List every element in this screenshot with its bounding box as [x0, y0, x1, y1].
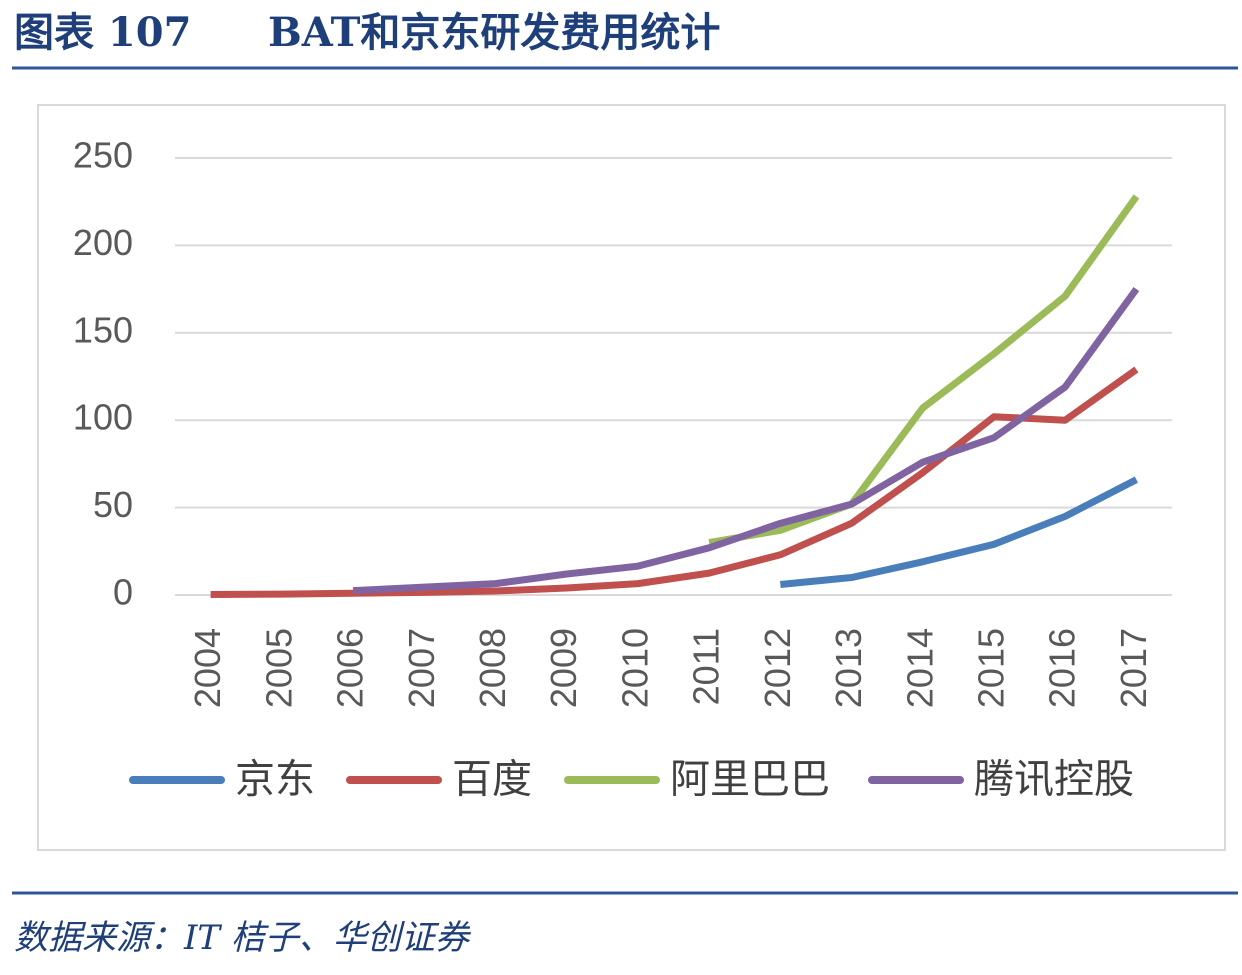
x-tick-label: 2006 [330, 628, 371, 708]
y-tick-label: 200 [73, 222, 133, 263]
x-tick-label: 2005 [258, 628, 299, 708]
x-tick-label: 2012 [757, 628, 798, 708]
source-note: 数据来源：IT 桔子、华创证券 [14, 918, 472, 958]
x-tick-label: 2004 [187, 628, 228, 708]
y-tick-label: 100 [73, 397, 133, 438]
y-tick-label: 50 [93, 484, 133, 525]
legend-label: 百度 [452, 758, 532, 802]
y-tick-label: 250 [73, 135, 133, 176]
series-line [708, 194, 1140, 547]
x-tick-label: 2017 [1113, 628, 1154, 708]
chart-title: BAT和京东研发费用统计 [268, 9, 720, 56]
series-line [210, 366, 1139, 598]
chart-frame [37, 104, 1226, 851]
series-line [779, 476, 1138, 588]
figure-label: 图表 107 [14, 9, 191, 56]
x-tick-label: 2007 [401, 628, 442, 708]
y-tick-label: 0 [113, 572, 133, 613]
x-tick-label: 2015 [970, 628, 1011, 708]
x-tick-label: 2010 [614, 628, 655, 708]
x-tick-label: 2011 [686, 628, 727, 705]
y-tick-label: 150 [73, 309, 133, 350]
x-tick-label: 2008 [472, 628, 513, 708]
legend-label: 阿里巴巴 [670, 758, 830, 802]
x-tick-label: 2016 [1042, 628, 1083, 708]
legend-label: 腾讯控股 [974, 758, 1134, 802]
legend-label: 京东 [235, 758, 315, 802]
x-tick-label: 2013 [828, 628, 869, 708]
x-tick-label: 2009 [543, 628, 584, 708]
series-line [352, 287, 1140, 595]
x-tick-label: 2014 [899, 628, 940, 708]
